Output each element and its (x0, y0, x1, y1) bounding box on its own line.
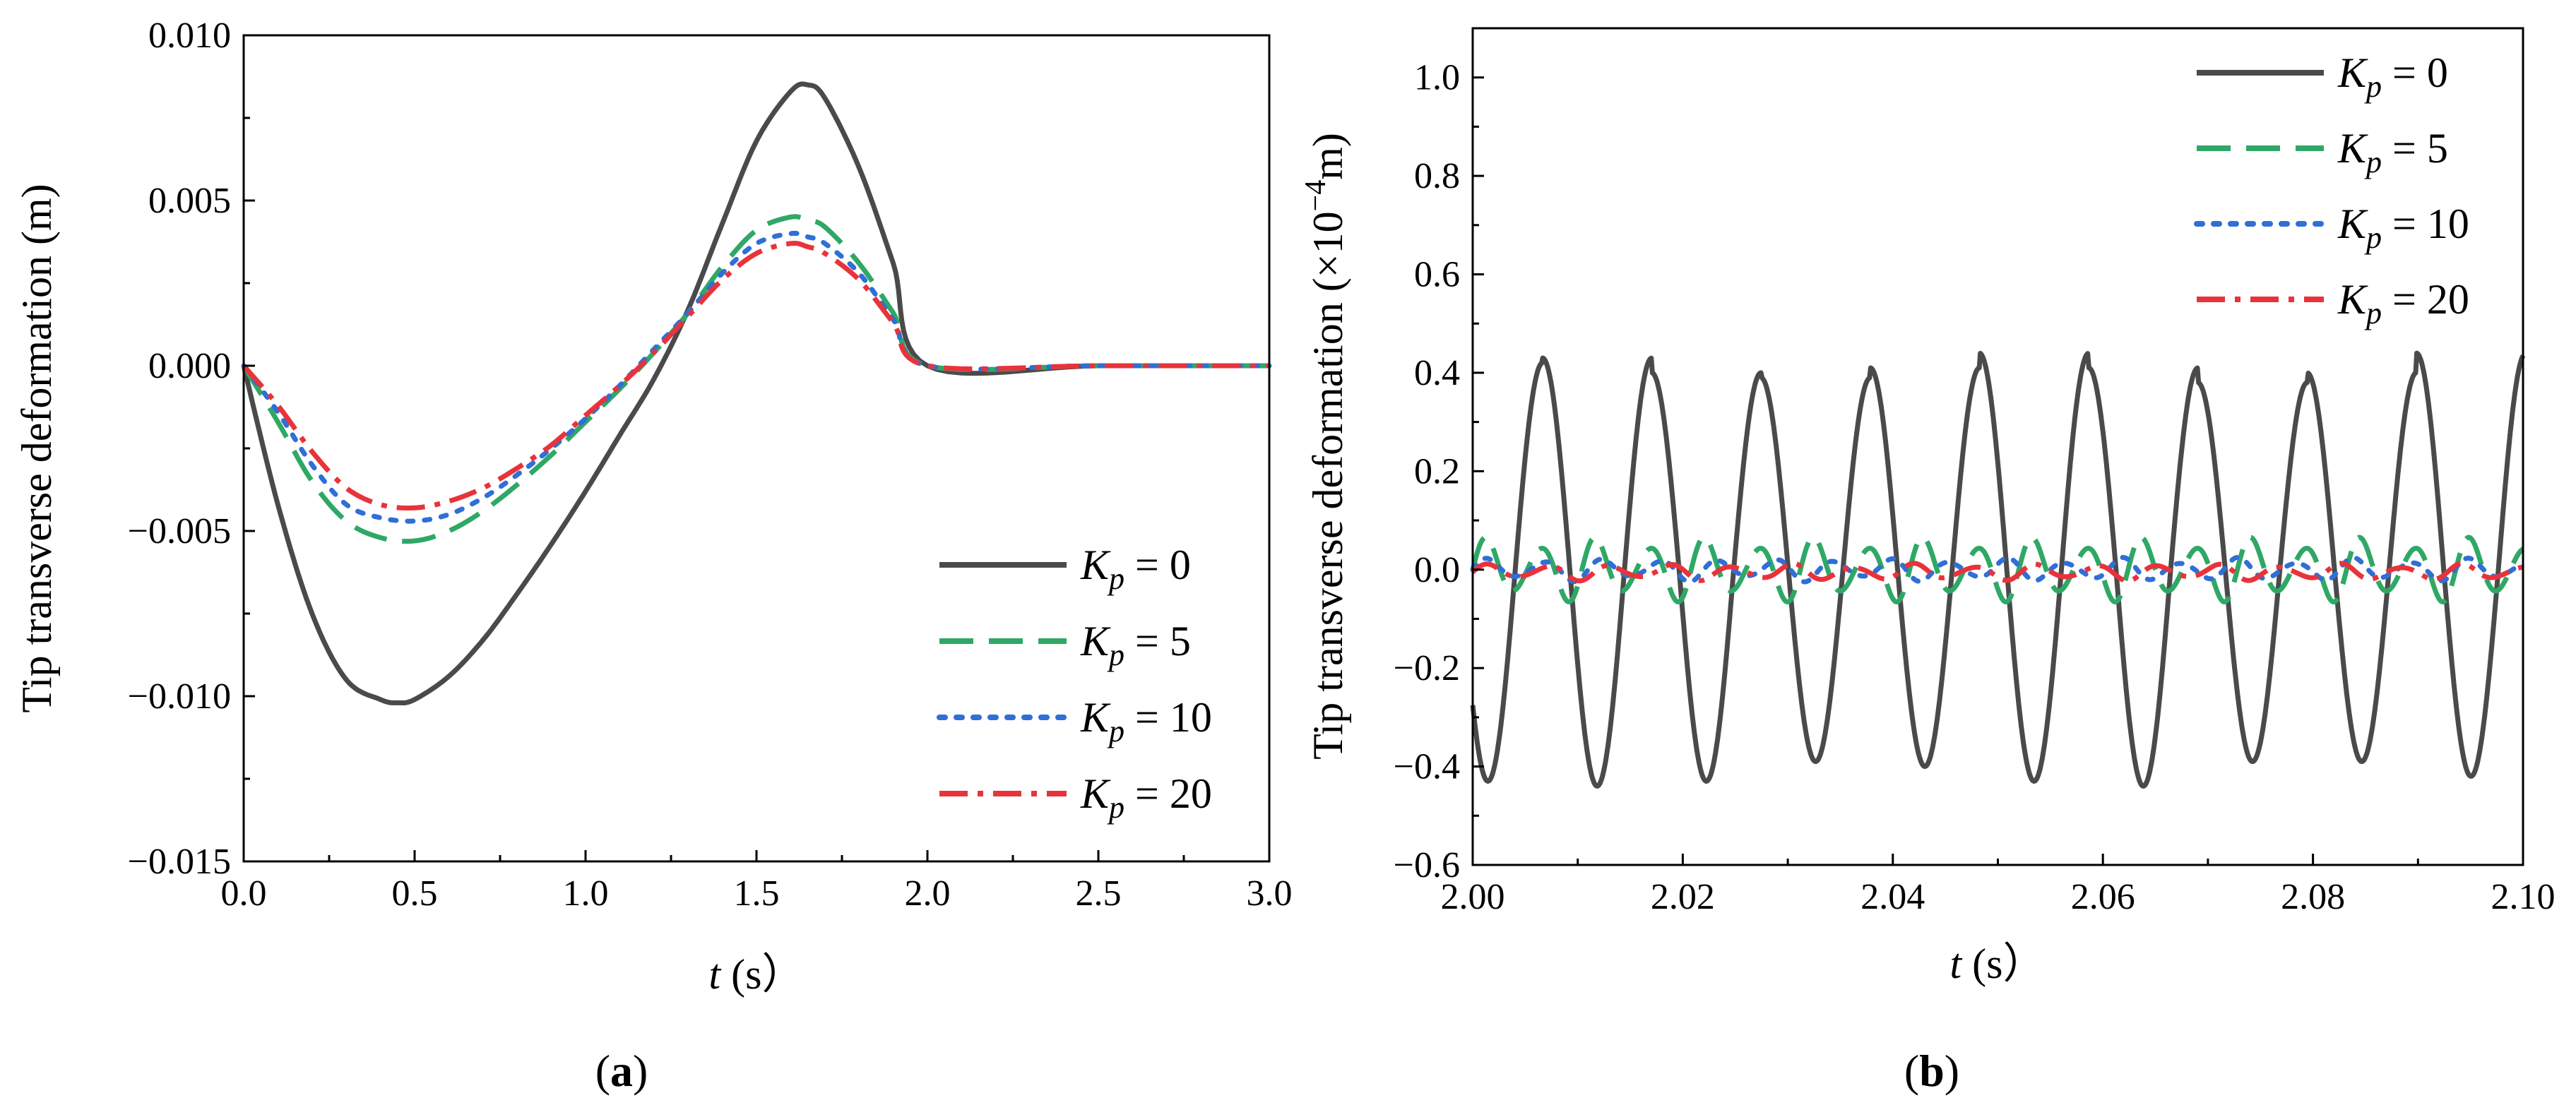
panel-b-series-kp5 (1470, 534, 2525, 604)
panel-b-y-tick-label: 0.4 (1414, 353, 1460, 393)
panel-a-y-tick-label: −0.010 (128, 676, 231, 717)
panel-b-y-tick-label: 0.0 (1414, 550, 1460, 590)
panel-b: 2.00 2.02 2.04 2.06 2.08 2.10 1.0 0.8 0.6 0.4 0.2 0… (1300, 27, 2556, 1096)
panel-b-label: (b) (1904, 1046, 1959, 1096)
legend-b-kp10-label: Kp = 10 (2337, 201, 2469, 255)
panel-b-x-tick-label: 2.10 (2491, 877, 2556, 917)
panel-b-y-tick-label: 0.8 (1414, 156, 1460, 196)
panel-b-y-tick-label: 0.6 (1414, 255, 1460, 295)
panel-b-y-tick-label: −0.2 (1394, 648, 1460, 688)
panel-a-y-tick-label: 0.000 (148, 346, 231, 386)
panel-b-x-tick-label: 2.04 (1860, 877, 1925, 917)
legend-b-kp0-label: Kp = 0 (2337, 49, 2448, 104)
panel-b-legend: Kp = 0 Kp = 5 Kp = 10 Kp = 20 (2194, 49, 2469, 330)
panel-b-x-tick-label: 2.00 (1441, 877, 1505, 917)
panel-a-x-tick-label: 0.5 (392, 873, 438, 914)
panel-b-x-tick-label: 2.08 (2281, 877, 2345, 917)
legend-b-kp5-label: Kp = 5 (2337, 125, 2448, 179)
panel-a-ticks: 0.0 0.5 1.0 1.5 2.0 2.5 3.0 0.010 0.005 0.000 −0.0… (128, 16, 1293, 914)
panel-b-series-kp0 (1470, 350, 2526, 789)
panel-a-series-kp20 (242, 241, 1269, 510)
panel-a-x-tick-label: 1.5 (734, 873, 780, 914)
panel-a-y-axis-title: Tip transverse deformation (m) (13, 184, 60, 712)
panel-a-series-kp0 (241, 81, 1269, 705)
panel-b-y-tick-label: −0.4 (1394, 747, 1460, 787)
panel-b-y-axis-title: Tip transverse deformation (×10−4m) (1300, 133, 1351, 760)
legend-a-kp0-label: Kp = 0 (1080, 542, 1191, 596)
panel-a-series-kp10 (241, 230, 1272, 524)
panel-a-label: (a) (595, 1046, 648, 1096)
panel-a-legend: Kp = 0 Kp = 5 Kp = 10 Kp = 20 (937, 542, 1212, 825)
panel-b-series-kp10 (1470, 554, 2526, 585)
panel-b-y-tick-label: 0.2 (1414, 451, 1460, 491)
legend-a-kp5-label: Kp = 5 (1080, 618, 1191, 672)
panel-a-x-axis-title: t (s） (708, 951, 804, 998)
panel-a-x-tick-label: 2.5 (1076, 873, 1122, 914)
panel-a-x-tick-label: 3.0 (1247, 873, 1293, 914)
legend-a-kp10-label: Kp = 10 (1080, 694, 1212, 748)
panel-a-y-tick-label: 0.010 (148, 16, 231, 56)
panel-a: 0.0 0.5 1.0 1.5 2.0 2.5 3.0 0.010 0.005 0.000 −0.0… (13, 16, 1293, 1096)
panel-b-x-axis-title: t (s） (1949, 940, 2045, 987)
panel-a-series-kp5 (242, 214, 1269, 544)
panel-a-x-tick-label: 2.0 (905, 873, 951, 914)
panel-a-y-tick-label: −0.005 (128, 511, 231, 551)
panel-b-series-kp20 (1471, 561, 2524, 584)
panel-a-y-tick-label: 0.005 (148, 181, 231, 221)
panel-b-series-group (1470, 350, 2526, 789)
panel-a-x-tick-label: 0.0 (221, 873, 267, 914)
panel-b-ticks: 2.00 2.02 2.04 2.06 2.08 2.10 1.0 0.8 0.6 0.4 0.2 0… (1394, 58, 2556, 917)
panel-b-y-tick-label: 1.0 (1414, 58, 1460, 98)
panel-a-series-group (241, 81, 1272, 705)
legend-a-kp20-label: Kp = 20 (1080, 770, 1212, 825)
panel-b-x-tick-label: 2.02 (1651, 877, 1715, 917)
panel-b-x-tick-label: 2.06 (2071, 877, 2135, 917)
panel-a-x-tick-label: 1.0 (563, 873, 609, 914)
panel-b-y-tick-label: −0.6 (1394, 845, 1460, 885)
legend-b-kp20-label: Kp = 20 (2337, 276, 2469, 330)
panel-a-y-tick-label: −0.015 (128, 842, 231, 882)
